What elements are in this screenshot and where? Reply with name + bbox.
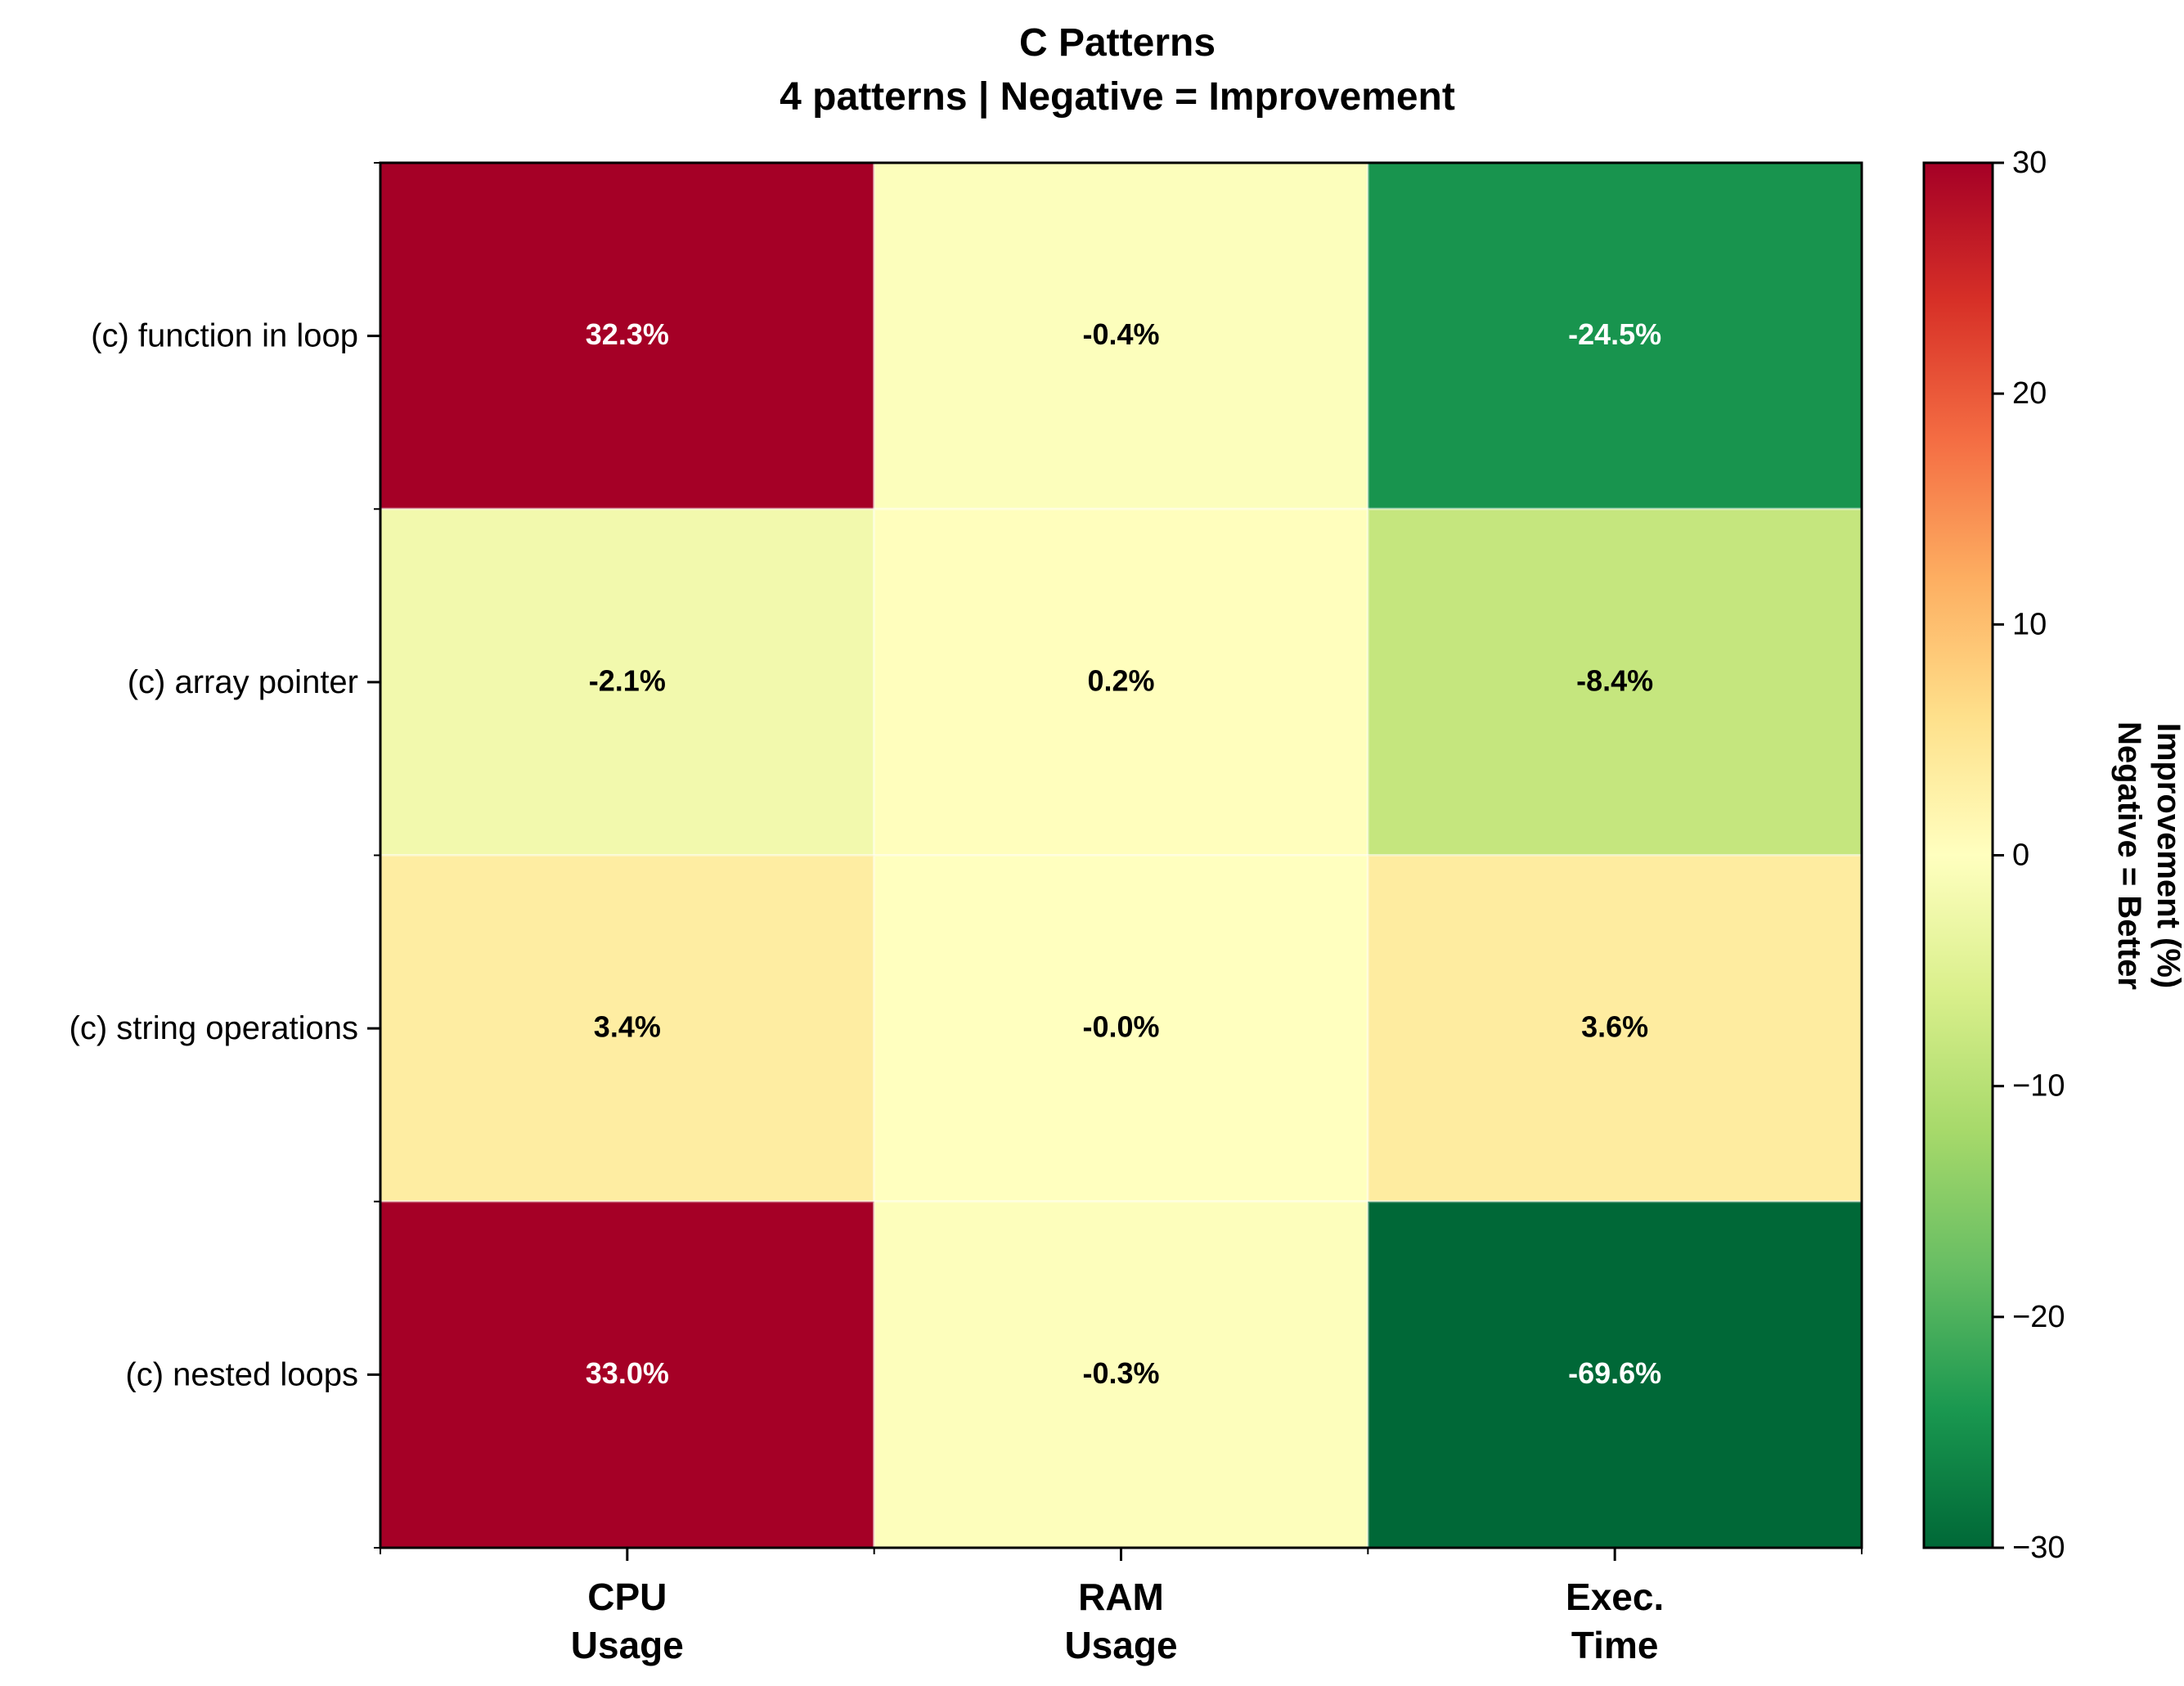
colorbar-tick-label: −10 [2012, 1069, 2065, 1104]
heatmap-cell [873, 161, 1369, 510]
column-label-line1: RAM [1078, 1576, 1164, 1618]
cell-value-label: -24.5% [1568, 317, 1661, 351]
heatmap-cells: 32.3% -0.4% -24.5% -2.1% 0.2% -8.4% 3.4% -0.0% 3… [379, 161, 1863, 1549]
row-label: (c) array pointer [128, 664, 358, 700]
column-label-line2: Usage [1064, 1624, 1177, 1666]
chart-title: C Patterns [1019, 21, 1216, 65]
cell-value-label: -69.6% [1568, 1356, 1661, 1390]
column-label-line1: CPU [587, 1576, 667, 1618]
heatmap-cell [1366, 507, 1863, 856]
heatmap-cell [1366, 1200, 1863, 1549]
heatmap-cell [379, 161, 876, 510]
cell-value-label: -0.0% [1082, 1010, 1159, 1044]
heatmap-cell [873, 1200, 1369, 1549]
colorbar [1922, 161, 1994, 1549]
row-label: (c) function in loop [91, 318, 358, 354]
row-labels: (c) function in loop (c) array pointer (c)… [70, 162, 380, 1549]
heatmap-cell [873, 854, 1369, 1203]
row-label: (c) string operations [70, 1010, 358, 1046]
cell-value-label: 3.4% [594, 1010, 661, 1044]
cell-value-label: -0.4% [1082, 317, 1159, 351]
colorbar-tick-label: 10 [2012, 607, 2047, 641]
colorbar-tick-label: 0 [2012, 839, 2029, 873]
cell-value-label: -0.3% [1082, 1356, 1159, 1390]
row-label: (c) nested loops [125, 1356, 358, 1392]
colorbar-ticks: 30 20 10 0 −10 −20 −30 [1993, 146, 2065, 1565]
heatmap-cell [379, 854, 876, 1203]
cell-value-label: -8.4% [1576, 663, 1653, 697]
colorbar-tick-label: −20 [2012, 1300, 2065, 1334]
chart-subtitle: 4 patterns | Negative = Improvement [780, 75, 1455, 119]
cell-value-label: 33.0% [586, 1356, 669, 1390]
colorbar-tick-label: 20 [2012, 376, 2047, 411]
heatmap-cell [379, 1200, 876, 1549]
heatmap-cell [873, 507, 1369, 856]
column-label-line2: Usage [571, 1624, 684, 1666]
colorbar-label-line2: Negative = Better [2111, 722, 2147, 990]
cell-value-label: 0.2% [1087, 663, 1154, 697]
column-label-line1: Exec. [1566, 1576, 1664, 1618]
colorbar-label-line1: Improvement (%) [2150, 723, 2184, 989]
cell-value-label: 32.3% [586, 317, 669, 351]
colorbar-tick-label: −30 [2012, 1531, 2065, 1565]
column-label-line2: Time [1571, 1624, 1659, 1666]
colorbar-tick-label: 30 [2012, 146, 2047, 180]
heatmap-cell [379, 507, 876, 856]
cell-value-label: -2.1% [589, 663, 666, 697]
cell-value-label: 3.6% [1581, 1010, 1648, 1044]
column-labels: CPU Usage RAM Usage Exec. Time [380, 1548, 1863, 1666]
